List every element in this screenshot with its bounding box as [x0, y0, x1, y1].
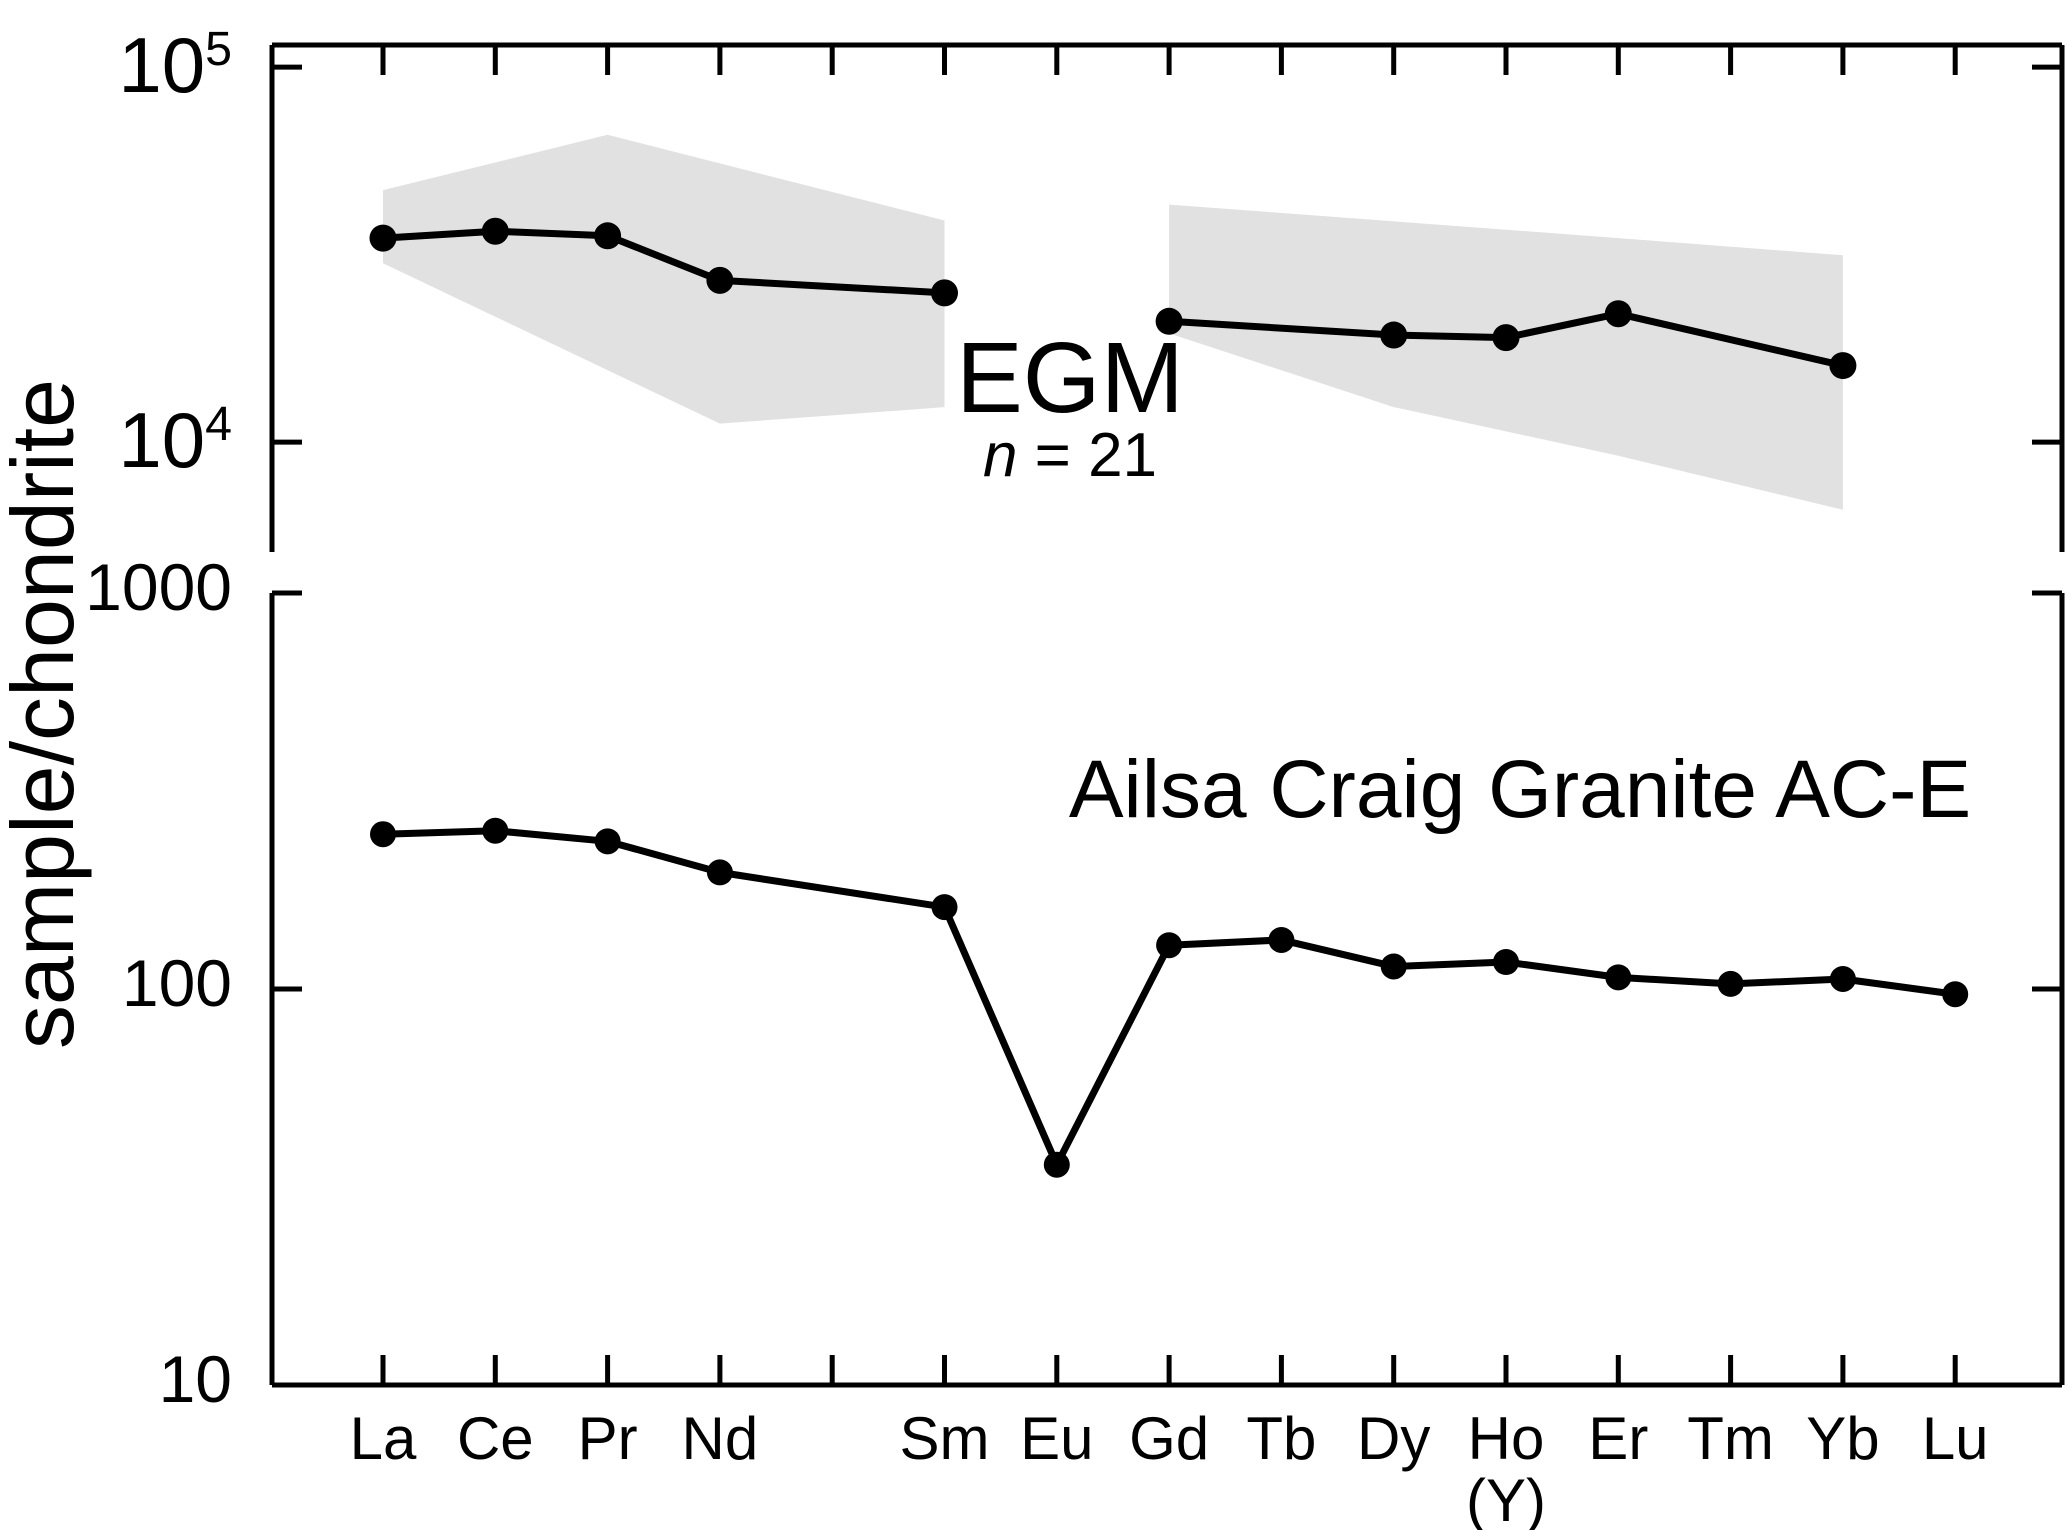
egm-point-Dy [1380, 321, 1408, 349]
x-tick-label-Pr: Pr [577, 1405, 638, 1472]
x-tick-label-Lu: Lu [1921, 1405, 1989, 1472]
y-tick-label-100: 100 [121, 946, 232, 1020]
x-tick-label-Ce: Ce [456, 1405, 534, 1472]
ace-series-line-0 [379, 827, 1959, 1169]
ace-point-Yb [1829, 965, 1856, 992]
x-tick-label-Gd: Gd [1129, 1405, 1210, 1472]
ace-point-Ho [1493, 948, 1519, 975]
ace-point-Tm [1717, 970, 1744, 997]
egm-field-label: EGM [956, 322, 1184, 434]
y-tick-label-100000: 105 [118, 21, 232, 109]
y-axis-title: sample/chondrite [0, 378, 92, 1050]
y-tick-label-1000: 1000 [85, 550, 232, 624]
ace-point-La [370, 821, 396, 848]
egm-point-Ce [481, 217, 509, 245]
egm-n-variable: n [982, 421, 1018, 490]
ace-point-Dy [1380, 953, 1407, 980]
ace-point-Tb [1268, 926, 1295, 953]
ace-point-Sm [931, 894, 958, 921]
egm-field-polygon-left [383, 134, 945, 424]
egm-point-Gd [1155, 307, 1183, 335]
x-sublabel-Y: (Y) [1466, 1467, 1546, 1530]
y-tick-label-10: 10 [158, 1342, 232, 1416]
ace-point-Ce [482, 817, 509, 844]
egm-n-label: n = 21 [890, 425, 1250, 487]
x-tick-label-Yb: Yb [1806, 1405, 1880, 1472]
egm-point-Yb [1829, 352, 1857, 380]
ace-point-Lu [1942, 981, 1969, 1008]
x-tick-label-Tb: Tb [1246, 1405, 1317, 1472]
ace-point-Er [1605, 964, 1632, 991]
ace-point-Nd [706, 859, 733, 886]
ace-point-Pr [594, 828, 621, 855]
egm-point-Ho [1492, 324, 1520, 352]
x-tick-label-Tm: Tm [1687, 1405, 1774, 1472]
sample-label: Ailsa Craig Granite AC-E [1068, 744, 1972, 835]
egm-point-Pr [594, 222, 622, 250]
egm-point-Sm [931, 279, 958, 307]
x-tick-label-Er: Er [1588, 1405, 1649, 1472]
egm-point-La [369, 224, 397, 252]
egm-point-Er [1604, 300, 1632, 328]
x-tick-label-Ho: Ho [1467, 1405, 1545, 1472]
x-tick-label-Sm: Sm [899, 1405, 990, 1472]
egm-field-polygon-right [1169, 204, 1843, 510]
ace-point-Eu [1043, 1151, 1070, 1178]
egm-point-Nd [706, 266, 734, 294]
x-tick-label-Dy: Dy [1357, 1405, 1431, 1472]
y-tick-label-10000: 104 [118, 396, 232, 484]
egm-n-value: = 21 [1017, 421, 1158, 490]
ace-point-Gd [1156, 932, 1183, 959]
x-tick-label-La: La [349, 1405, 417, 1472]
x-tick-label-Nd: Nd [681, 1405, 759, 1472]
x-tick-label-Eu: Eu [1020, 1405, 1094, 1472]
